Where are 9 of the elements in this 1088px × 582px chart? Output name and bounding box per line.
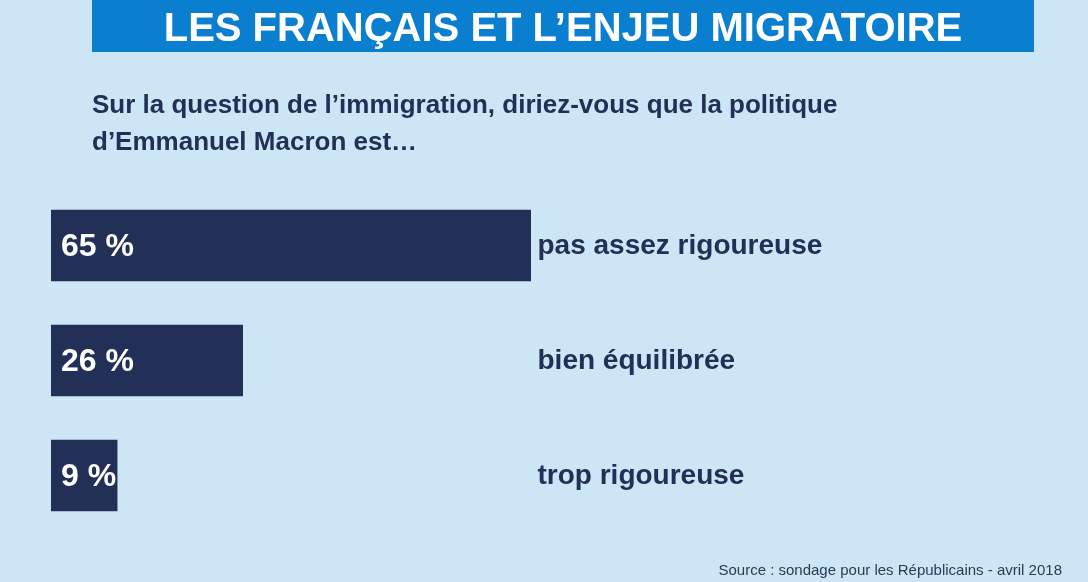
y-tick-label: pas assez rigoureuse — [537, 228, 823, 260]
chart-subtitle: Sur la question de l’immigration, diriez-vous que la politique d’Emmanuel Macron est… — [92, 88, 839, 158]
chart-title: LES FRANÇAIS ET L’ENJEU MIGRATOIRE — [92, 0, 1034, 52]
data-label: 9 % — [61, 456, 117, 493]
y-tick-label: bien équilibrée — [537, 343, 736, 375]
data-label: 65 % — [61, 226, 134, 263]
data-label: 26 % — [61, 341, 134, 378]
source-note: Source : sondage pour les Républicains - avril 2018 — [718, 561, 1062, 578]
y-tick-label: trop rigoureuse — [537, 458, 745, 490]
